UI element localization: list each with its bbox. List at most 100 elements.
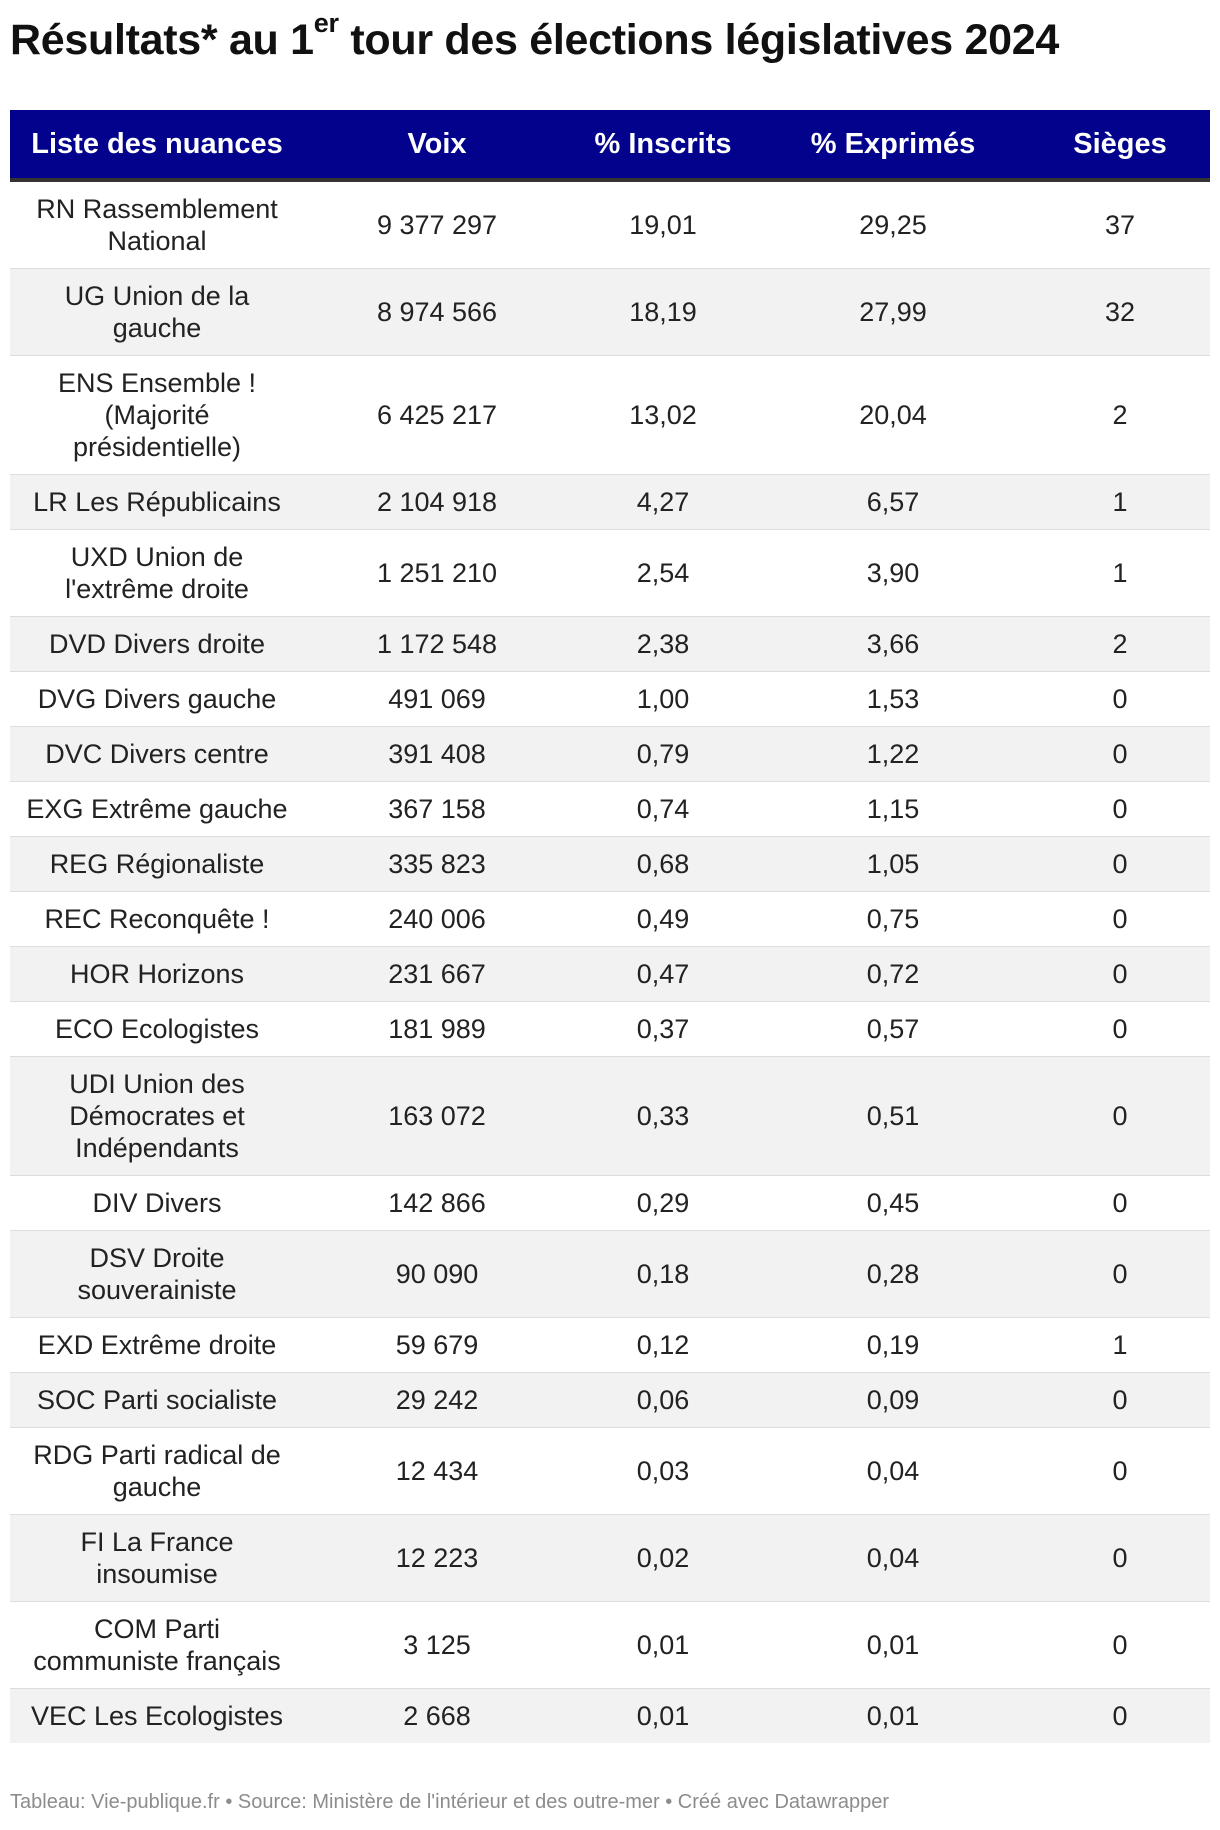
cell-inscrits: 1,00 (570, 671, 756, 727)
cell-sieges: 0 (1030, 1001, 1210, 1057)
cell-nuance: VEC Les Ecologistes (10, 1688, 304, 1743)
cell-nuance: DIV Divers (10, 1175, 304, 1231)
cell-sieges: 0 (1030, 671, 1210, 727)
cell-inscrits: 4,27 (570, 474, 756, 530)
table-row: REC Reconquête ! 240 006 0,49 0,75 0 (10, 891, 1210, 947)
cell-sieges: 37 (1030, 180, 1210, 269)
cell-voix: 29 242 (304, 1372, 570, 1428)
cell-voix: 181 989 (304, 1001, 570, 1057)
table-row: RDG Parti radical de gauche 12 434 0,03 0,0… (10, 1427, 1210, 1515)
header-row: Liste des nuances Voix% Inscrits% Exprimé… (10, 110, 1210, 182)
cell-nuance: EXD Extrême droite (10, 1317, 304, 1373)
cell-voix: 491 069 (304, 671, 570, 727)
cell-exprimes: 0,01 (756, 1688, 1030, 1743)
cell-inscrits: 18,19 (570, 268, 756, 356)
cell-nuance: FI La France insoumise (10, 1514, 304, 1602)
title-superscript: er (313, 8, 339, 38)
cell-inscrits: 19,01 (570, 180, 756, 269)
cell-sieges: 1 (1030, 474, 1210, 530)
cell-nuance: SOC Parti socialiste (10, 1372, 304, 1428)
table-row: DSV Droite souverainiste 90 090 0,18 0,28 0 (10, 1230, 1210, 1318)
cell-sieges: 0 (1030, 1601, 1210, 1689)
cell-nuance: REC Reconquête ! (10, 891, 304, 947)
cell-exprimes: 20,04 (756, 355, 1030, 475)
cell-inscrits: 0,02 (570, 1514, 756, 1602)
cell-inscrits: 2,38 (570, 616, 756, 672)
cell-voix: 367 158 (304, 781, 570, 837)
table-row: REG Régionaliste 335 823 0,68 1,05 0 (10, 836, 1210, 892)
cell-inscrits: 0,79 (570, 726, 756, 782)
cell-nuance: UXD Union de l'extrême droite (10, 529, 304, 617)
cell-exprimes: 1,15 (756, 781, 1030, 837)
title-after: tour des élections législatives 2024 (338, 16, 1059, 64)
column-header-sieges: Sièges (1030, 110, 1210, 182)
table-row: HOR Horizons 231 667 0,47 0,72 0 (10, 946, 1210, 1002)
cell-exprimes: 0,57 (756, 1001, 1030, 1057)
cell-inscrits: 0,18 (570, 1230, 756, 1318)
column-header-nuance: Liste des nuances (10, 110, 304, 182)
cell-sieges: 0 (1030, 1372, 1210, 1428)
cell-nuance: COM Parti communiste français (10, 1601, 304, 1689)
cell-sieges: 0 (1030, 1514, 1210, 1602)
cell-inscrits: 0,47 (570, 946, 756, 1002)
cell-sieges: 0 (1030, 836, 1210, 892)
cell-nuance: REG Régionaliste (10, 836, 304, 892)
cell-sieges: 2 (1030, 616, 1210, 672)
cell-sieges: 1 (1030, 529, 1210, 617)
cell-nuance: HOR Horizons (10, 946, 304, 1002)
cell-inscrits: 0,06 (570, 1372, 756, 1428)
cell-exprimes: 27,99 (756, 268, 1030, 356)
cell-exprimes: 0,51 (756, 1056, 1030, 1176)
table-body: RN Rassemblement National 9 377 297 19,01 2… (10, 180, 1210, 1743)
column-header-inscrits: % Inscrits (570, 110, 756, 182)
cell-inscrits: 0,12 (570, 1317, 756, 1373)
cell-exprimes: 0,04 (756, 1514, 1030, 1602)
cell-exprimes: 29,25 (756, 180, 1030, 269)
table-row: EXD Extrême droite 59 679 0,12 0,19 1 (10, 1317, 1210, 1373)
cell-sieges: 0 (1030, 781, 1210, 837)
footer-credits: Tableau: Vie-publique.fr • Source: Minis… (10, 1791, 889, 1813)
cell-nuance: DVD Divers droite (10, 616, 304, 672)
cell-inscrits: 0,33 (570, 1056, 756, 1176)
table-row: DVC Divers centre 391 408 0,79 1,22 0 (10, 726, 1210, 782)
cell-nuance: UG Union de la gauche (10, 268, 304, 356)
cell-nuance: UDI Union des Démocrates et Indépendants (10, 1056, 304, 1176)
table-row: EXG Extrême gauche 367 158 0,74 1,15 0 (10, 781, 1210, 837)
cell-nuance: RDG Parti radical de gauche (10, 1427, 304, 1515)
column-header-voix: Voix (304, 110, 570, 182)
cell-exprimes: 0,04 (756, 1427, 1030, 1515)
cell-voix: 142 866 (304, 1175, 570, 1231)
cell-exprimes: 0,28 (756, 1230, 1030, 1318)
cell-inscrits: 0,49 (570, 891, 756, 947)
cell-voix: 9 377 297 (304, 180, 570, 269)
cell-sieges: 0 (1030, 726, 1210, 782)
table-row: UG Union de la gauche 8 974 566 18,19 27,99… (10, 268, 1210, 356)
cell-exprimes: 6,57 (756, 474, 1030, 530)
cell-exprimes: 1,22 (756, 726, 1030, 782)
cell-exprimes: 0,72 (756, 946, 1030, 1002)
cell-nuance: ENS Ensemble ! (Majorité présidentielle) (10, 355, 304, 475)
table-row: UXD Union de l'extrême droite 1 251 210 2,… (10, 529, 1210, 617)
cell-voix: 240 006 (304, 891, 570, 947)
cell-nuance: DVG Divers gauche (10, 671, 304, 727)
cell-voix: 163 072 (304, 1056, 570, 1176)
cell-nuance: DSV Droite souverainiste (10, 1230, 304, 1318)
cell-voix: 391 408 (304, 726, 570, 782)
cell-inscrits: 0,01 (570, 1601, 756, 1689)
cell-voix: 6 425 217 (304, 355, 570, 475)
cell-sieges: 0 (1030, 1688, 1210, 1743)
cell-sieges: 0 (1030, 1230, 1210, 1318)
cell-exprimes: 0,01 (756, 1601, 1030, 1689)
table-row: DVD Divers droite 1 172 548 2,38 3,66 2 (10, 616, 1210, 672)
cell-inscrits: 0,01 (570, 1688, 756, 1743)
cell-sieges: 0 (1030, 1175, 1210, 1231)
cell-nuance: DVC Divers centre (10, 726, 304, 782)
cell-sieges: 1 (1030, 1317, 1210, 1373)
title-before: Résultats* au 1 (10, 16, 314, 64)
table-row: DIV Divers 142 866 0,29 0,45 0 (10, 1175, 1210, 1231)
cell-voix: 12 223 (304, 1514, 570, 1602)
cell-sieges: 32 (1030, 268, 1210, 356)
cell-sieges: 0 (1030, 1427, 1210, 1515)
cell-inscrits: 0,68 (570, 836, 756, 892)
table-row: RN Rassemblement National 9 377 297 19,01 2… (10, 180, 1210, 269)
